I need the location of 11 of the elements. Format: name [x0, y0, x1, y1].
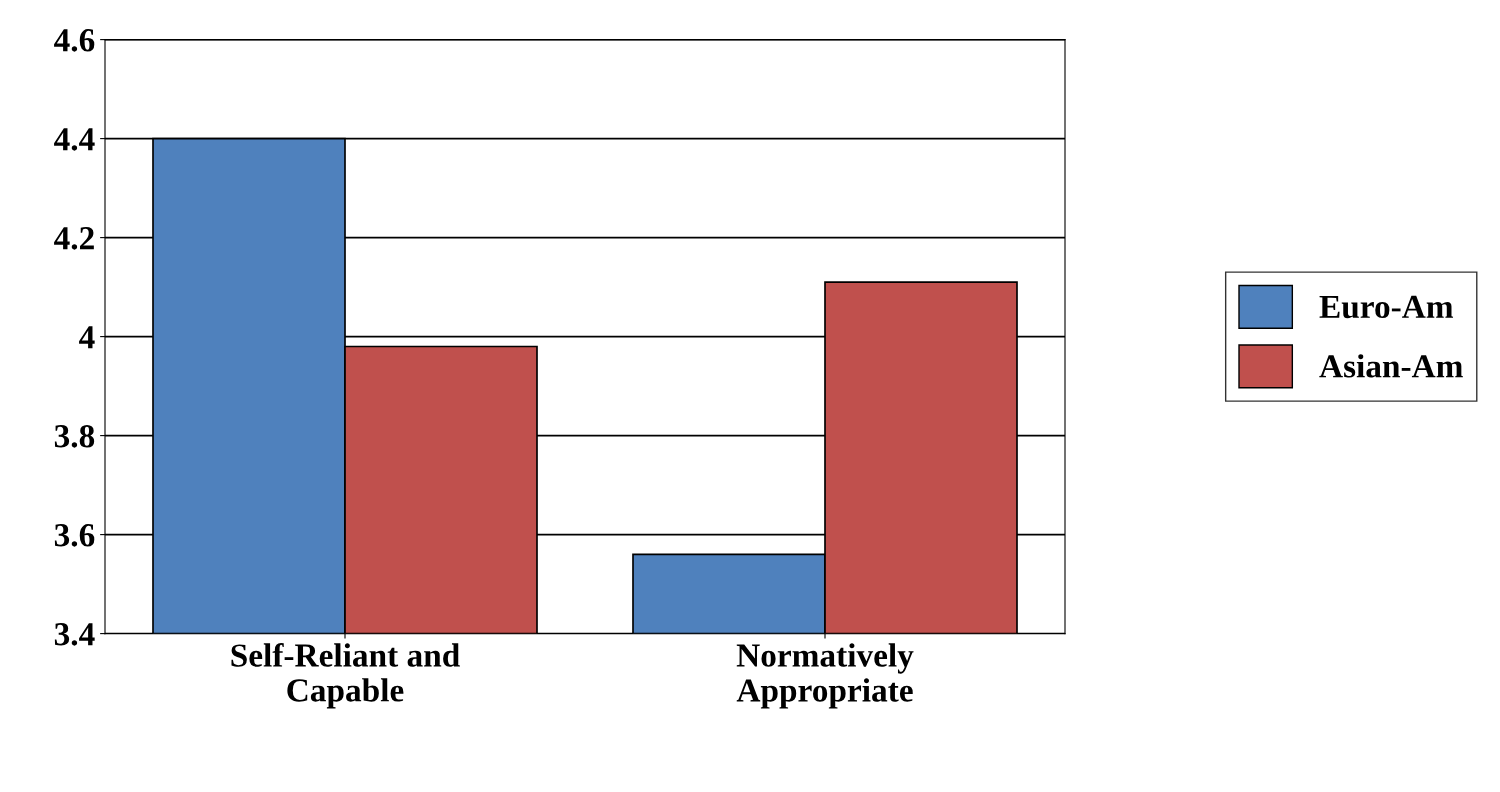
y-tick-label: 3.6 [54, 524, 95, 547]
legend-label: Asian-Am [1319, 354, 1463, 378]
y-tick-label: 3.4 [54, 623, 95, 646]
x-tick-label: Self-Reliant and Capable [231, 642, 460, 709]
y-tick-label: 4.6 [54, 29, 95, 52]
y-tick-label: 4 [79, 326, 95, 349]
y-tick-label: 4.2 [54, 227, 94, 250]
x-tick-label: Normatively Appropriate [736, 643, 914, 709]
y-tick-label: 4.4 [54, 128, 95, 151]
legend-label: Euro-Am [1319, 295, 1454, 319]
y-tick-label: 3.8 [54, 425, 95, 448]
